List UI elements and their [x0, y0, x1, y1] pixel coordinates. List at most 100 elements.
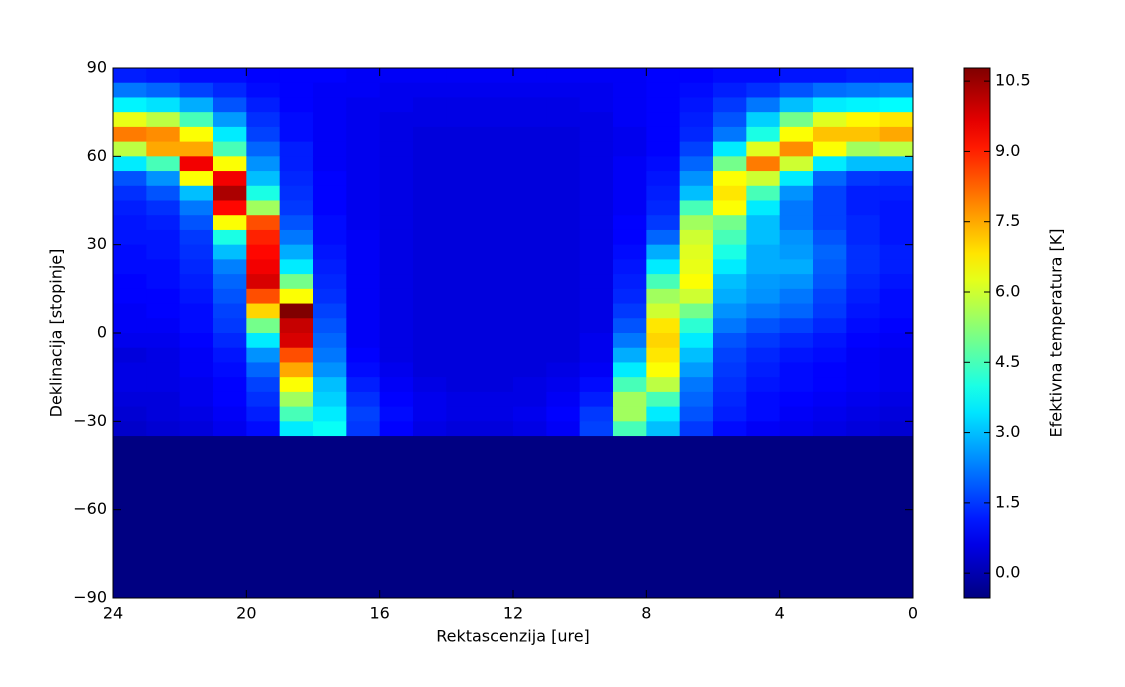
heatmap-cell	[579, 244, 614, 260]
heatmap-cell	[313, 406, 347, 422]
heatmap-cell	[213, 391, 247, 408]
heatmap-cell	[379, 362, 414, 378]
heatmap-cell	[813, 362, 847, 378]
heatmap-cell	[846, 406, 881, 422]
heatmap-cell	[246, 112, 281, 128]
heatmap-cell	[846, 126, 881, 143]
heatmap-cell	[113, 377, 147, 393]
heatmap-cell	[513, 259, 547, 275]
heatmap-cell	[646, 288, 681, 305]
heatmap-cell	[313, 288, 347, 305]
heatmap-cell	[679, 333, 714, 349]
heatmap-cell	[713, 303, 747, 319]
heatmap-cell	[379, 229, 414, 246]
heatmap-cell	[113, 82, 147, 98]
heatmap-cell	[613, 406, 647, 422]
heatmap-cell	[613, 126, 647, 143]
heatmap-cell	[613, 333, 647, 349]
heatmap-cell	[413, 126, 447, 143]
heatmap-cell	[746, 156, 781, 172]
heatmap-cell	[546, 97, 581, 113]
heatmap-cell	[579, 141, 614, 157]
heatmap-cell	[546, 200, 581, 216]
heatmap-cell	[246, 347, 281, 363]
heatmap-cell	[779, 141, 814, 157]
heatmap-cell	[346, 229, 381, 246]
heatmap-cell	[413, 421, 447, 437]
heatmap-cell	[313, 318, 347, 334]
heatmap-cell	[279, 421, 314, 437]
heatmap-cell	[513, 347, 547, 363]
heatmap-cell	[146, 406, 181, 422]
heatmap-cell	[213, 318, 247, 334]
heatmap-cell	[746, 126, 781, 143]
heatmap-cell	[746, 362, 781, 378]
heatmap-cell	[446, 97, 481, 113]
heatmap-cell	[546, 377, 581, 393]
heatmap-cell	[313, 82, 347, 98]
heatmap-cell	[446, 156, 481, 172]
heatmap-cell	[446, 362, 481, 378]
heatmap-cell	[313, 68, 347, 84]
heatmap-cell	[713, 215, 747, 231]
heatmap-cell	[546, 303, 581, 319]
heatmap-cell	[313, 126, 347, 143]
heatmap-cell	[613, 171, 647, 187]
x-tick-label: 20	[236, 604, 256, 623]
heatmap-cell	[413, 406, 447, 422]
heatmap-cell	[346, 141, 381, 157]
heatmap-cell	[579, 421, 614, 437]
heatmap-cell	[479, 303, 514, 319]
heatmap-cell	[513, 126, 547, 143]
heatmap-cell	[279, 141, 314, 157]
heatmap-cell	[679, 229, 714, 246]
heatmap-cell	[579, 112, 614, 128]
heatmap-cell	[813, 185, 847, 201]
heatmap-cell	[146, 362, 181, 378]
heatmap-cell	[446, 68, 481, 84]
heatmap-cell	[479, 333, 514, 349]
heatmap-cell	[746, 274, 781, 290]
heatmap-cell	[313, 185, 347, 201]
heatmap-cell	[846, 436, 881, 599]
heatmap-cell	[246, 333, 281, 349]
heatmap-cell	[313, 333, 347, 349]
heatmap-cell	[679, 97, 714, 113]
heatmap-cell	[746, 421, 781, 437]
heatmap-cell	[279, 156, 314, 172]
heatmap-cell	[479, 318, 514, 334]
heatmap-cell	[813, 303, 847, 319]
heatmap-cell	[346, 377, 381, 393]
heatmap-cell	[279, 406, 314, 422]
heatmap-cell	[179, 185, 214, 201]
heatmap-cell	[746, 333, 781, 349]
heatmap-cell	[746, 391, 781, 408]
heatmap-cell	[146, 156, 181, 172]
heatmap-cell	[146, 244, 181, 260]
heatmap-cell	[346, 303, 381, 319]
heatmap-cell	[713, 82, 747, 98]
heatmap-cell	[179, 215, 214, 231]
heatmap-cell	[413, 141, 447, 157]
heatmap-cell	[246, 362, 281, 378]
heatmap-cell	[846, 97, 881, 113]
heatmap-cell	[813, 141, 847, 157]
heatmap-cell	[779, 244, 814, 260]
heatmap-cell	[346, 200, 381, 216]
heatmap-cell	[646, 112, 681, 128]
heatmap-cell	[779, 377, 814, 393]
heatmap-cell	[146, 200, 181, 216]
heatmap-cell	[613, 215, 647, 231]
heatmap-cell	[713, 97, 747, 113]
heatmap-cell	[313, 421, 347, 437]
heatmap-cell	[646, 82, 681, 98]
heatmap-cell	[179, 303, 214, 319]
heatmap-cell	[379, 274, 414, 290]
heatmap-cell	[713, 126, 747, 143]
heatmap-cell	[613, 362, 647, 378]
heatmap-cell	[379, 215, 414, 231]
x-tick-label: 16	[369, 604, 389, 623]
heatmap-cell	[513, 244, 547, 260]
heatmap-cell	[879, 391, 914, 408]
heatmap-cell	[246, 274, 281, 290]
